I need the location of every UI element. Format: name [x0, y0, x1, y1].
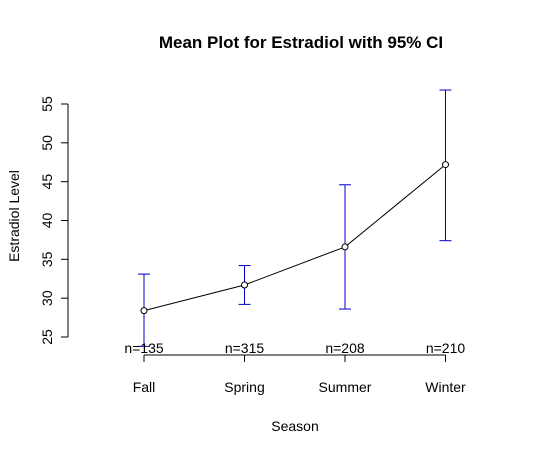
x-axis: Fall Spring Summer Winter — [133, 354, 466, 395]
mean-line — [143, 164, 446, 312]
mean-point — [140, 307, 148, 315]
x-tick-label: Summer — [319, 379, 372, 395]
y-tick-label: 45 — [39, 174, 55, 190]
sample-size-label: n=208 — [325, 340, 365, 356]
sample-size-label: n=315 — [225, 340, 265, 356]
x-tick-label: Spring — [224, 379, 264, 395]
x-axis-label: Season — [271, 418, 318, 434]
mean-point — [442, 161, 449, 169]
mean-point — [241, 281, 248, 289]
sample-size-label: n=135 — [124, 340, 164, 356]
y-tick-label: 40 — [39, 213, 55, 229]
y-tick-label: 50 — [39, 135, 55, 151]
y-tick-label: 35 — [39, 251, 55, 267]
chart-title: Mean Plot for Estradiol with 95% CI — [159, 33, 443, 52]
sample-size-label: n=210 — [426, 340, 466, 356]
y-axis: 25 30 35 40 45 50 55 — [39, 96, 69, 345]
y-axis-label: Estradiol Level — [6, 170, 22, 262]
sample-size-labels: n=135 n=315 n=208 n=210 — [124, 340, 465, 356]
mean-point — [341, 243, 349, 251]
x-tick-label: Winter — [425, 379, 466, 395]
y-tick-label: 25 — [39, 329, 55, 345]
x-tick-label: Fall — [133, 379, 156, 395]
y-tick-label: 55 — [39, 96, 55, 112]
mean-series — [140, 161, 449, 315]
y-tick-label: 30 — [39, 290, 55, 306]
confidence-intervals — [138, 89, 452, 347]
